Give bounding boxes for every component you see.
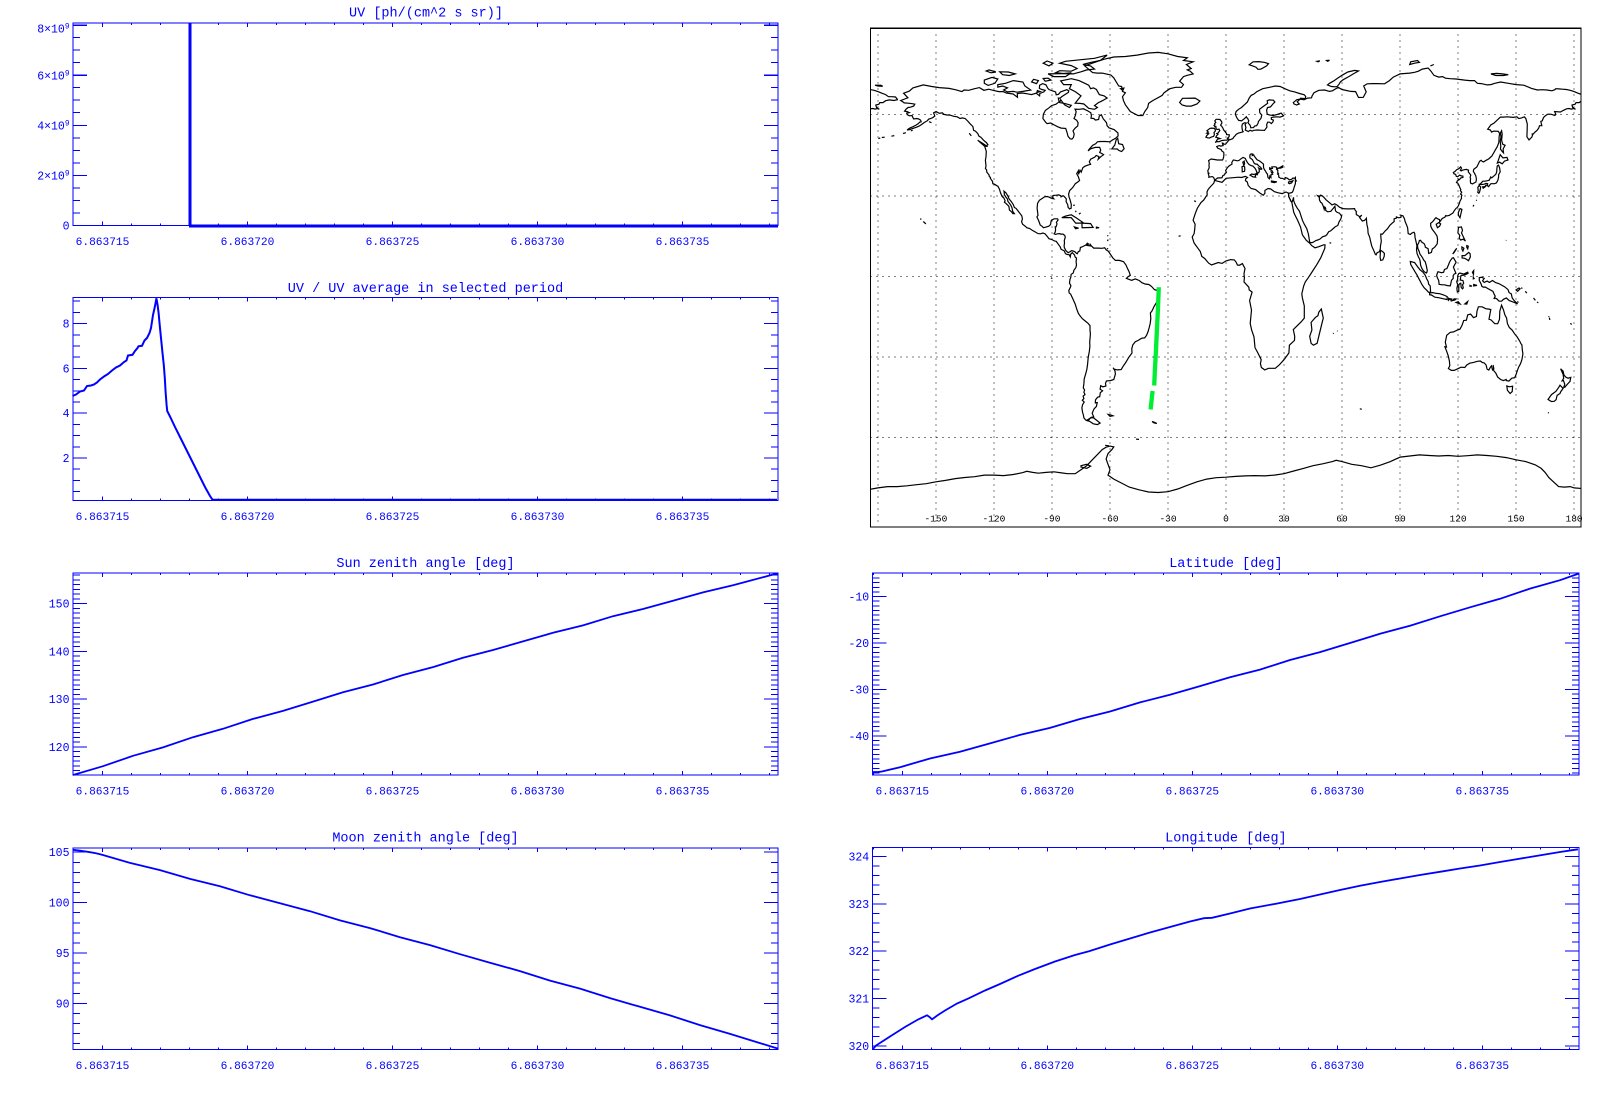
svg-text:6.863735: 6.863735 [656,787,710,799]
svg-text:6.863715: 6.863715 [76,787,130,799]
svg-text:6.863725: 6.863725 [1165,1061,1219,1073]
svg-text:-60: -60 [1101,514,1118,525]
svg-text:90: 90 [1394,514,1406,525]
svg-text:6.863730: 6.863730 [511,787,565,799]
svg-text:323: 323 [848,899,869,912]
svg-text:6.863715: 6.863715 [76,1061,130,1073]
svg-text:6.863725: 6.863725 [366,512,420,524]
svg-text:Sun zenith angle [deg]: Sun zenith angle [deg] [336,557,514,572]
svg-text:100: 100 [49,898,70,911]
svg-text:6.863730: 6.863730 [511,512,565,524]
svg-text:4×109: 4×109 [37,121,70,134]
svg-text:6.863720: 6.863720 [1020,1061,1074,1073]
svg-text:6.863725: 6.863725 [1165,787,1219,799]
svg-text:6.863735: 6.863735 [1455,1061,1509,1073]
svg-text:95: 95 [56,948,70,961]
svg-text:6.863730: 6.863730 [511,237,565,249]
svg-text:4: 4 [63,408,70,421]
svg-text:0: 0 [63,221,70,234]
svg-text:-30: -30 [1159,514,1176,525]
svg-text:320: 320 [848,1041,869,1054]
svg-text:-40: -40 [848,731,869,744]
svg-text:6.863735: 6.863735 [656,512,710,524]
svg-text:-120: -120 [982,514,1005,525]
svg-text:8×109: 8×109 [37,24,70,37]
svg-text:6.863725: 6.863725 [366,237,420,249]
svg-text:6.863730: 6.863730 [1310,787,1364,799]
svg-text:180: 180 [1566,514,1583,525]
svg-text:2×109: 2×109 [37,171,70,184]
svg-text:6.863720: 6.863720 [221,512,275,524]
svg-text:150: 150 [1508,514,1525,525]
svg-text:6.863715: 6.863715 [76,237,130,249]
svg-text:6.863735: 6.863735 [1455,787,1509,799]
svg-text:6.863720: 6.863720 [221,237,275,249]
svg-text:6.863735: 6.863735 [656,237,710,249]
svg-text:6.863725: 6.863725 [366,1061,420,1073]
svg-text:UV / UV average in selected pe: UV / UV average in selected period [288,282,563,297]
svg-text:130: 130 [49,694,70,707]
svg-text:30: 30 [1278,514,1290,525]
svg-text:6: 6 [63,363,70,376]
svg-text:321: 321 [848,994,869,1007]
svg-text:-10: -10 [848,592,869,605]
svg-text:60: 60 [1336,514,1348,525]
svg-text:105: 105 [49,847,70,860]
svg-text:6.863715: 6.863715 [875,787,929,799]
svg-text:-20: -20 [848,638,869,651]
svg-text:-30: -30 [848,684,869,697]
svg-text:120: 120 [1450,514,1467,525]
svg-text:Longitude [deg]: Longitude [deg] [1165,832,1287,847]
svg-text:6.863730: 6.863730 [511,1061,565,1073]
svg-text:Latitude [deg]: Latitude [deg] [1169,557,1282,572]
svg-text:6×109: 6×109 [37,71,70,84]
svg-text:-90: -90 [1043,514,1060,525]
svg-text:140: 140 [49,646,70,659]
svg-text:-150: -150 [924,514,947,525]
svg-text:324: 324 [848,852,869,865]
svg-text:8: 8 [63,319,70,332]
svg-text:90: 90 [56,998,70,1011]
svg-text:Moon zenith angle [deg]: Moon zenith angle [deg] [332,832,518,847]
svg-text:6.863720: 6.863720 [221,1061,275,1073]
svg-text:UV [ph/(cm^2 s sr)]: UV [ph/(cm^2 s sr)] [349,7,503,22]
svg-text:6.863720: 6.863720 [1020,787,1074,799]
svg-text:322: 322 [848,946,869,959]
svg-text:150: 150 [49,599,70,612]
svg-text:120: 120 [49,742,70,755]
svg-text:6.863720: 6.863720 [221,787,275,799]
svg-text:6.863725: 6.863725 [366,787,420,799]
svg-text:6.863730: 6.863730 [1310,1061,1364,1073]
svg-text:6.863715: 6.863715 [76,512,130,524]
svg-text:0: 0 [1223,514,1229,525]
svg-text:2: 2 [63,453,70,466]
svg-text:6.863735: 6.863735 [656,1061,710,1073]
svg-text:6.863715: 6.863715 [875,1061,929,1073]
